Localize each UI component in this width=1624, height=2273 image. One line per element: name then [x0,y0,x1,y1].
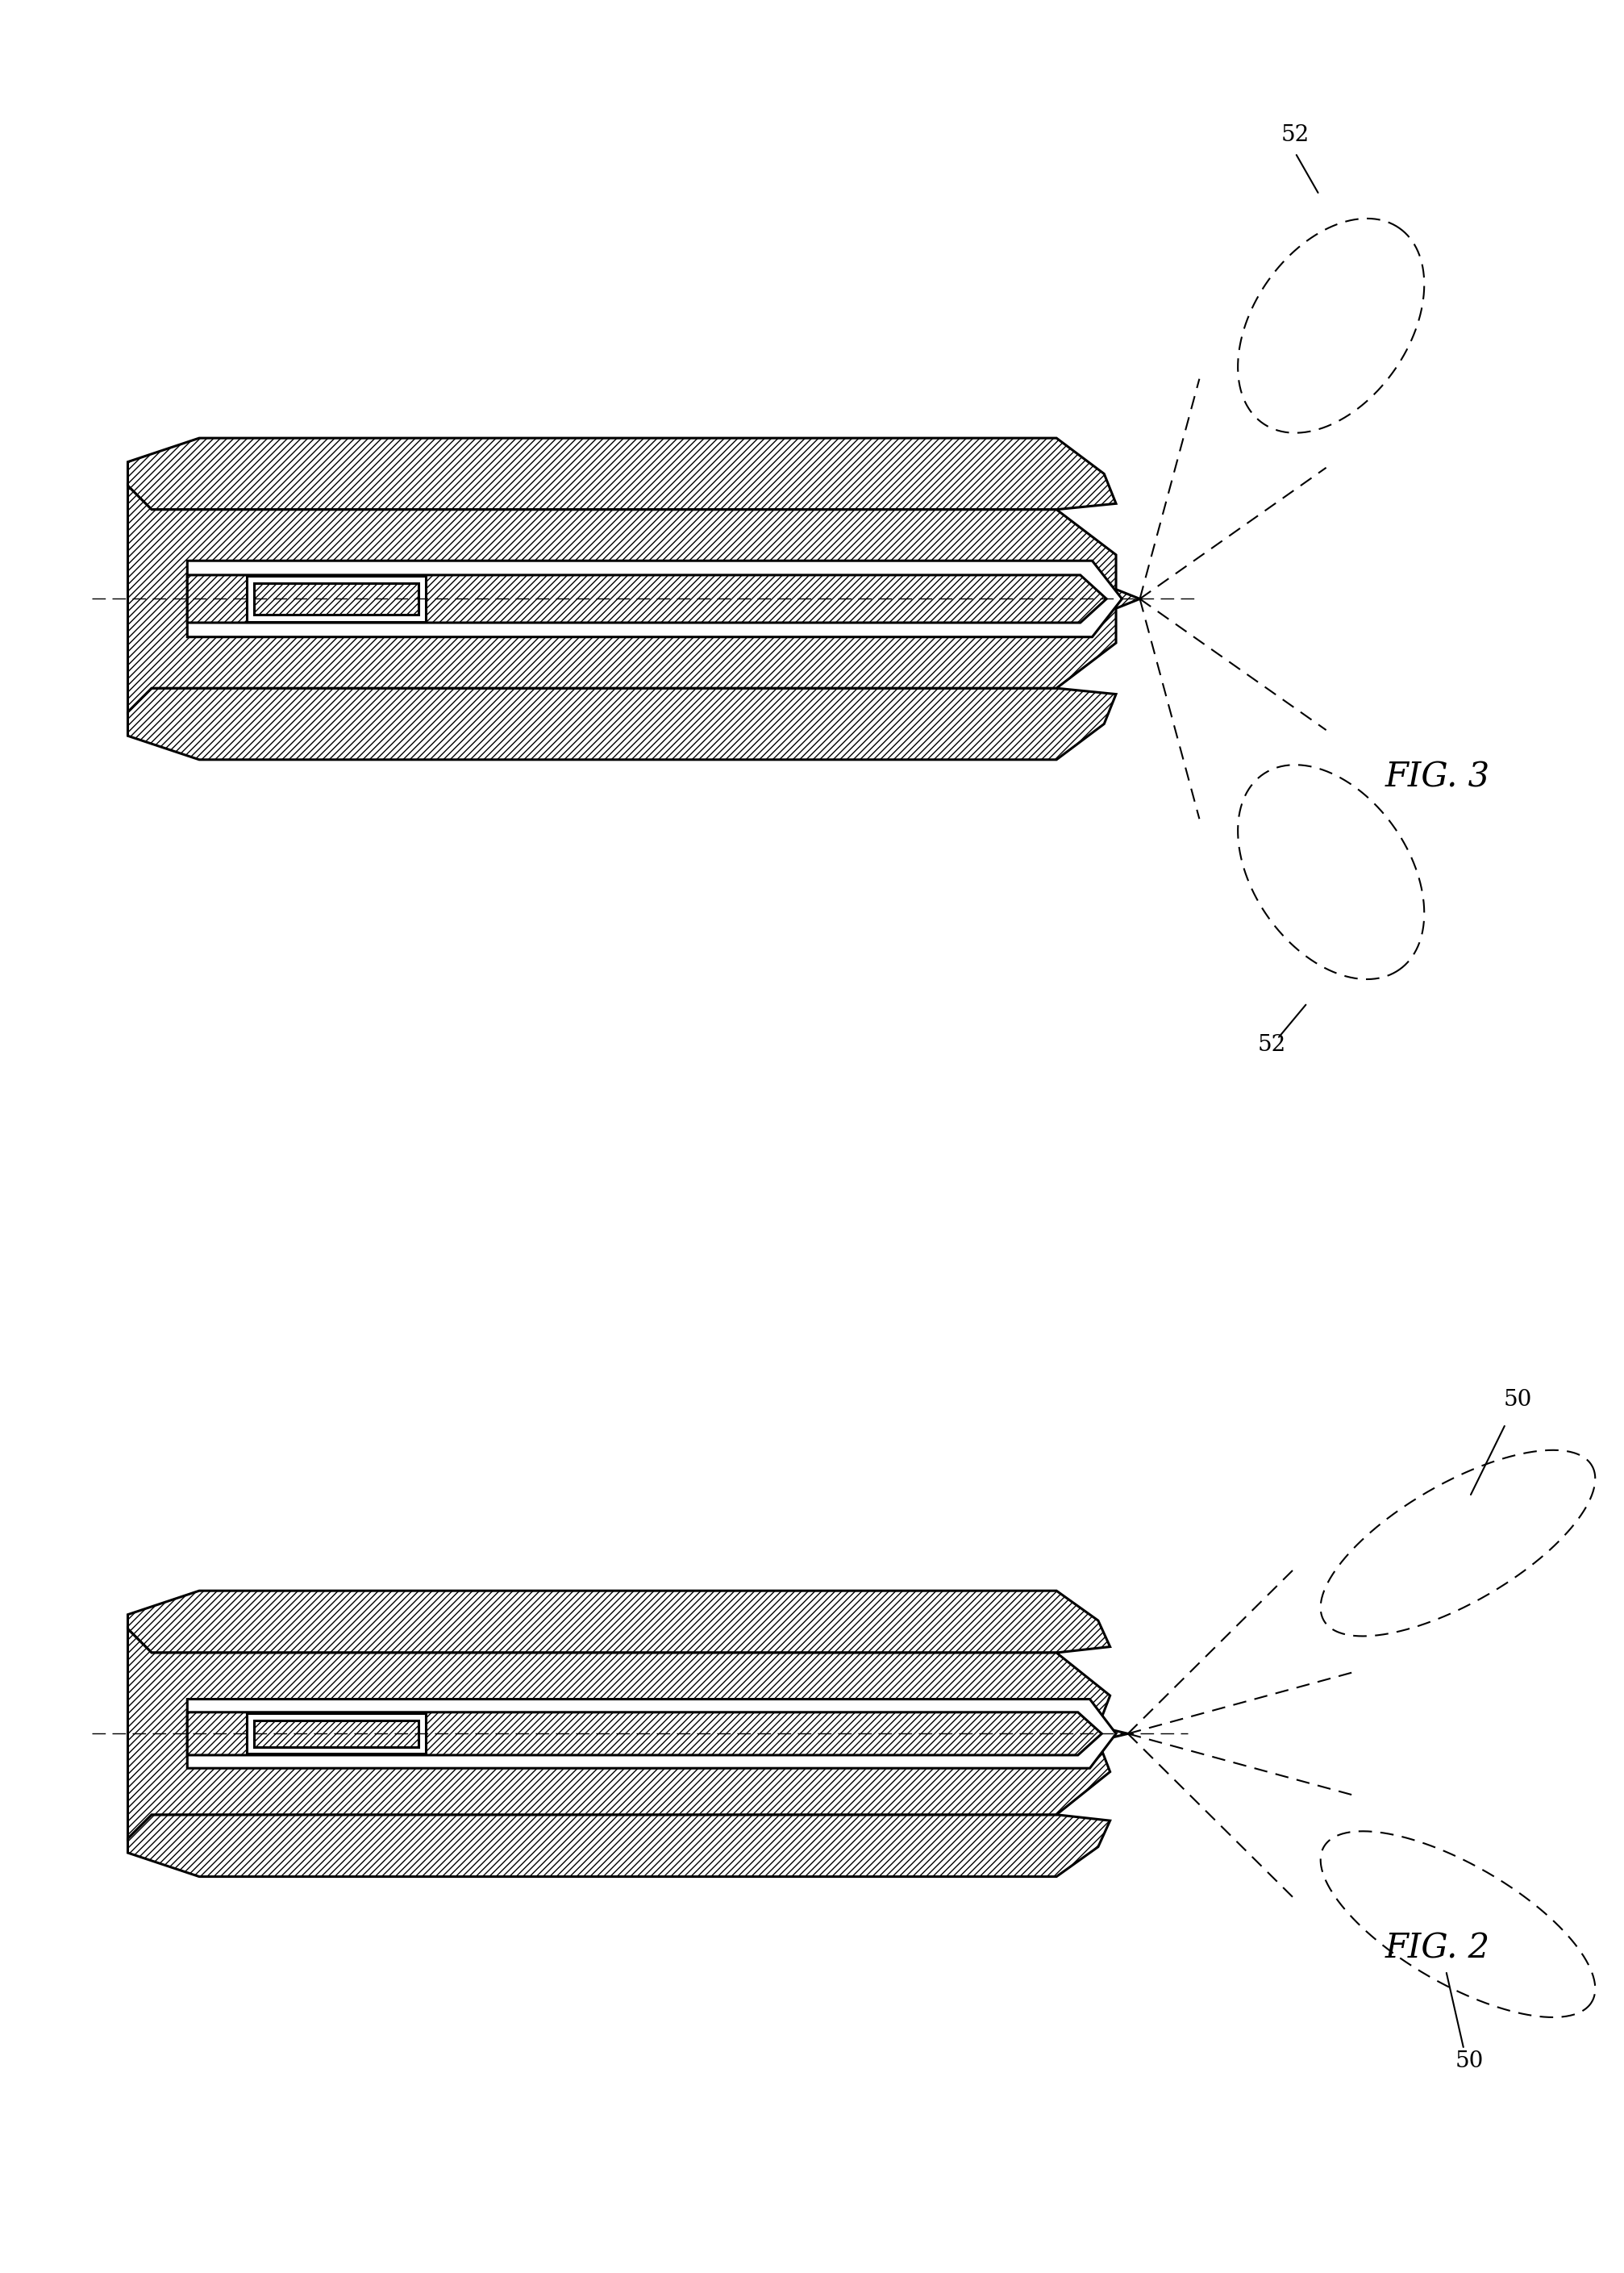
Polygon shape [247,1714,425,1755]
Polygon shape [128,486,1140,711]
Polygon shape [128,1591,1109,1652]
Text: FIG. 2: FIG. 2 [1384,1932,1489,1964]
Polygon shape [187,1700,1116,1768]
Polygon shape [151,509,1056,518]
Polygon shape [187,561,1122,636]
Polygon shape [247,577,425,621]
Polygon shape [128,439,1116,509]
Text: 52: 52 [1280,125,1309,145]
Text: 50: 50 [1502,1389,1531,1412]
Polygon shape [187,575,1106,623]
Polygon shape [128,689,1116,759]
Polygon shape [253,1721,417,1746]
Polygon shape [253,584,417,614]
Polygon shape [128,1630,1127,1839]
Polygon shape [187,1712,1101,1755]
Text: 50: 50 [1455,2050,1483,2073]
Polygon shape [128,1814,1109,1877]
Text: 52: 52 [1257,1034,1285,1055]
Text: FIG. 3: FIG. 3 [1384,761,1489,796]
